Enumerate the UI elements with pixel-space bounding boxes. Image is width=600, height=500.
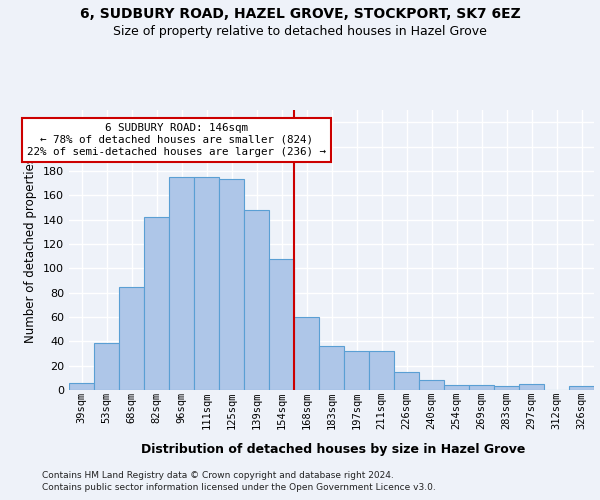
Bar	[494, 386, 519, 390]
Bar	[169, 177, 194, 390]
Bar	[394, 372, 419, 390]
Text: Contains public sector information licensed under the Open Government Licence v3: Contains public sector information licen…	[42, 484, 436, 492]
Bar	[219, 180, 244, 390]
Bar	[569, 386, 594, 390]
Bar	[319, 346, 344, 390]
Text: Distribution of detached houses by size in Hazel Grove: Distribution of detached houses by size …	[141, 442, 525, 456]
Bar	[294, 317, 319, 390]
Bar	[69, 382, 94, 390]
Bar	[119, 286, 144, 390]
Text: 6, SUDBURY ROAD, HAZEL GROVE, STOCKPORT, SK7 6EZ: 6, SUDBURY ROAD, HAZEL GROVE, STOCKPORT,…	[80, 8, 520, 22]
Bar	[369, 351, 394, 390]
Bar	[244, 210, 269, 390]
Bar	[269, 258, 294, 390]
Text: 6 SUDBURY ROAD: 146sqm
← 78% of detached houses are smaller (824)
22% of semi-de: 6 SUDBURY ROAD: 146sqm ← 78% of detached…	[27, 124, 326, 156]
Bar	[94, 342, 119, 390]
Text: Size of property relative to detached houses in Hazel Grove: Size of property relative to detached ho…	[113, 25, 487, 38]
Bar	[144, 217, 169, 390]
Bar	[194, 177, 219, 390]
Bar	[344, 351, 369, 390]
Text: Contains HM Land Registry data © Crown copyright and database right 2024.: Contains HM Land Registry data © Crown c…	[42, 471, 394, 480]
Bar	[444, 385, 469, 390]
Bar	[519, 384, 544, 390]
Bar	[469, 385, 494, 390]
Y-axis label: Number of detached properties: Number of detached properties	[25, 157, 37, 343]
Bar	[419, 380, 444, 390]
